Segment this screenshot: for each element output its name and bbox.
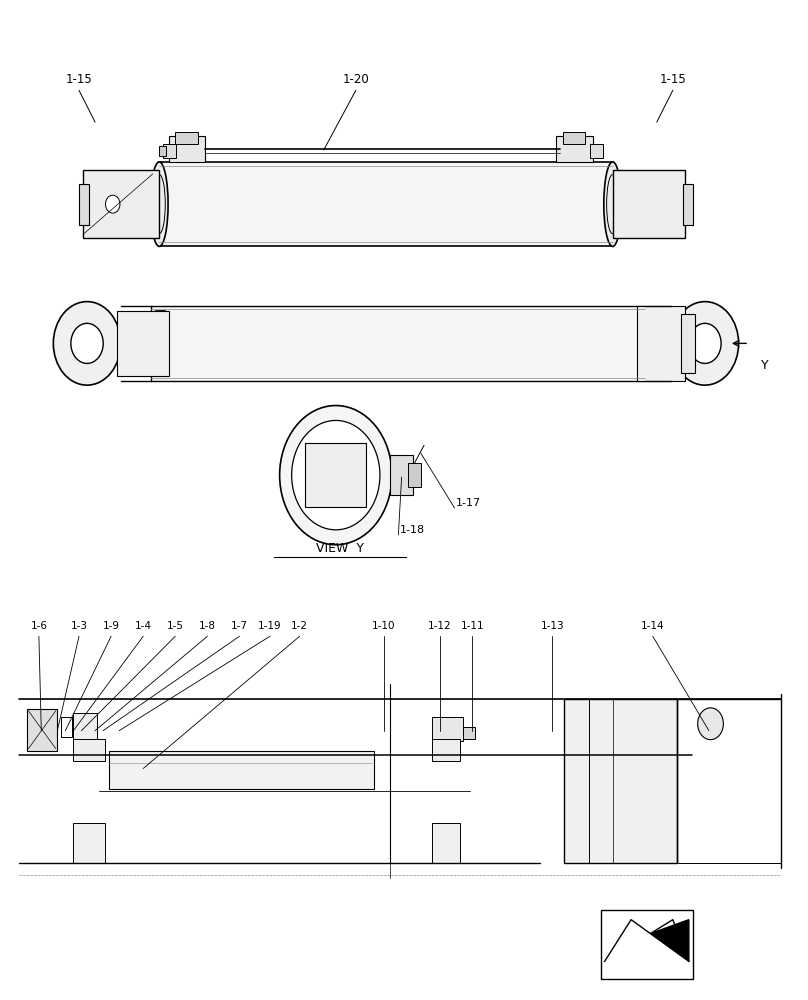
Bar: [305, 443, 366, 507]
Bar: [408, 463, 421, 487]
Bar: [79, 184, 89, 225]
Bar: [432, 717, 462, 741]
Polygon shape: [650, 920, 689, 961]
Bar: [159, 146, 166, 156]
Bar: [390, 455, 413, 495]
Ellipse shape: [150, 162, 168, 246]
Circle shape: [671, 302, 739, 385]
Text: 1-15: 1-15: [65, 73, 92, 86]
Text: 1-2: 1-2: [291, 621, 308, 631]
Bar: [175, 132, 198, 144]
Bar: [600, 910, 693, 979]
Bar: [83, 170, 159, 238]
Bar: [155, 310, 165, 318]
Bar: [74, 739, 106, 761]
Circle shape: [697, 708, 723, 740]
Bar: [463, 727, 474, 739]
Bar: [590, 144, 603, 158]
Bar: [74, 713, 98, 741]
Bar: [27, 709, 57, 751]
Text: 1-19: 1-19: [259, 621, 282, 631]
Bar: [163, 144, 176, 158]
Bar: [116, 311, 169, 376]
Circle shape: [106, 195, 120, 213]
Circle shape: [688, 323, 721, 363]
Text: 1-7: 1-7: [231, 621, 248, 631]
Bar: [565, 699, 677, 863]
Text: 1-20: 1-20: [343, 73, 369, 86]
Bar: [159, 162, 612, 246]
Text: 1-6: 1-6: [31, 621, 48, 631]
Text: 1-3: 1-3: [70, 621, 87, 631]
Text: 1-5: 1-5: [166, 621, 183, 631]
Text: 1-12: 1-12: [428, 621, 452, 631]
Text: 1-14: 1-14: [641, 621, 664, 631]
Circle shape: [292, 420, 380, 530]
Bar: [612, 170, 685, 238]
Text: 1-9: 1-9: [103, 621, 120, 631]
Bar: [61, 717, 72, 737]
Circle shape: [280, 406, 392, 545]
Bar: [169, 136, 205, 162]
Bar: [432, 823, 461, 863]
Bar: [74, 823, 106, 863]
Circle shape: [53, 302, 120, 385]
Text: 1-10: 1-10: [372, 621, 396, 631]
Text: 1-8: 1-8: [199, 621, 216, 631]
Bar: [563, 132, 585, 144]
Text: 1-13: 1-13: [541, 621, 564, 631]
Ellipse shape: [604, 162, 621, 246]
Text: Y: Y: [761, 359, 768, 372]
Bar: [109, 751, 373, 789]
Bar: [637, 306, 685, 381]
Text: 1-11: 1-11: [461, 621, 484, 631]
Bar: [432, 739, 461, 761]
Bar: [557, 136, 592, 162]
Text: 1-15: 1-15: [659, 73, 686, 86]
Bar: [151, 306, 645, 381]
Text: 1-18: 1-18: [400, 525, 425, 535]
Text: VIEW  Y: VIEW Y: [316, 542, 364, 555]
Bar: [684, 184, 693, 225]
Bar: [681, 314, 696, 373]
Text: 1-4: 1-4: [135, 621, 152, 631]
Circle shape: [71, 323, 103, 363]
Text: 1-17: 1-17: [457, 498, 482, 508]
